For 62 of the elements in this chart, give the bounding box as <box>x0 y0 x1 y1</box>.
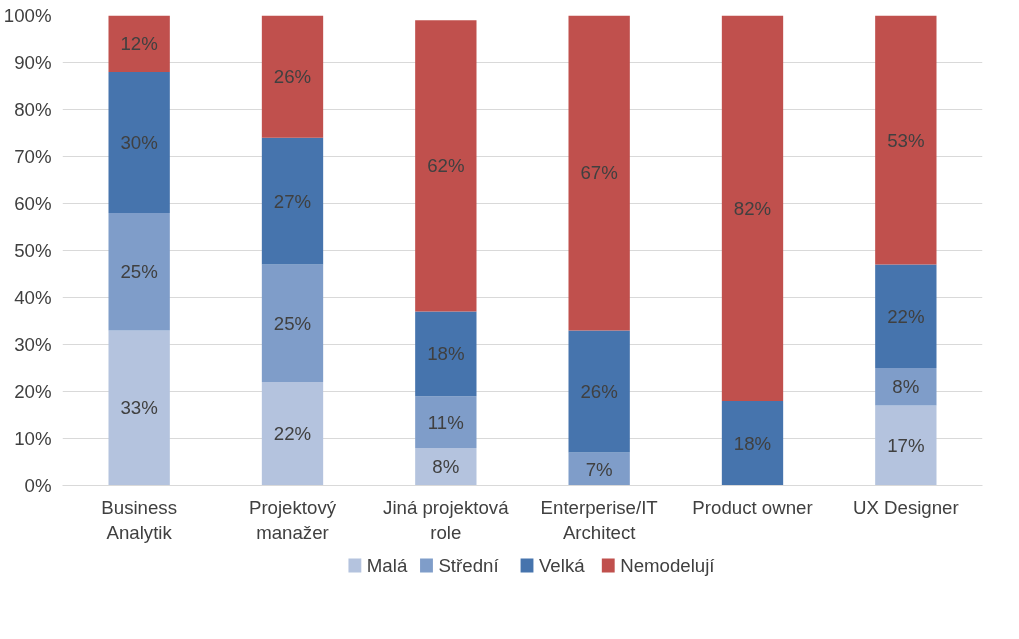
data-label: 17% <box>887 435 925 457</box>
data-label: 82% <box>733 197 772 219</box>
data-label: 26% <box>580 381 618 402</box>
y-tick-label: 0% <box>24 475 52 496</box>
bar <box>261 382 324 486</box>
y-tick-label: 80% <box>14 99 52 120</box>
bar <box>875 405 937 486</box>
y-tick-label: 100% <box>3 5 52 26</box>
data-label: 11% <box>427 411 464 433</box>
data-label: 25% <box>273 312 312 334</box>
y-tick-label: 10% <box>14 428 52 449</box>
legend-label: Malá <box>366 555 408 576</box>
bar <box>108 330 170 486</box>
data-label: 27% <box>273 190 312 212</box>
data-label: 26% <box>273 66 312 88</box>
data-label: 12% <box>120 33 158 55</box>
bar <box>108 71 170 213</box>
y-tick-label: 60% <box>14 193 52 214</box>
y-tick-label: 20% <box>14 381 52 402</box>
y-tick-label: 30% <box>14 334 52 355</box>
data-label: 7% <box>585 458 613 480</box>
bar <box>261 264 324 383</box>
bar <box>415 20 477 312</box>
data-label: 67% <box>580 162 618 184</box>
y-tick-label: 90% <box>14 52 52 73</box>
data-label: 30% <box>120 131 158 153</box>
x-tick-label: UX Designer <box>852 496 959 518</box>
legend-label: Nemodelují <box>620 555 716 576</box>
x-tick-label: Jiná projektová role <box>383 496 510 543</box>
bar <box>415 311 477 397</box>
bar <box>721 15 784 401</box>
data-label: 33% <box>120 397 158 419</box>
bar <box>415 396 477 448</box>
bar <box>721 400 784 486</box>
bar <box>415 447 477 486</box>
x-tick-label: Business Analytik <box>101 496 178 543</box>
data-label: 25% <box>120 261 158 283</box>
data-label: 22% <box>887 305 925 327</box>
bar <box>568 330 630 453</box>
legend-label: Střední <box>438 555 500 576</box>
data-label: 18% <box>427 343 465 365</box>
bar <box>261 137 324 265</box>
x-tick-label: Enterperise/IT Architect <box>540 496 658 543</box>
data-label: 22% <box>273 423 312 445</box>
bar <box>875 264 937 368</box>
bar <box>108 15 170 72</box>
data-label: 8% <box>892 376 920 398</box>
bar <box>261 15 324 138</box>
data-label: 53% <box>887 129 925 151</box>
data-label: 8% <box>432 456 460 478</box>
y-tick-label: 70% <box>14 146 52 167</box>
bar <box>875 15 937 265</box>
y-tick-label: 40% <box>14 287 52 308</box>
legend-label: Velká <box>538 555 586 576</box>
data-label: 18% <box>733 432 772 454</box>
y-tick-label: 50% <box>14 240 52 261</box>
x-tick-label: Projektový manažer <box>248 496 337 543</box>
bar <box>875 368 937 406</box>
data-label: 62% <box>427 155 465 177</box>
bar <box>568 15 630 331</box>
bar <box>108 212 170 331</box>
x-tick-label: Product owner <box>692 496 813 518</box>
